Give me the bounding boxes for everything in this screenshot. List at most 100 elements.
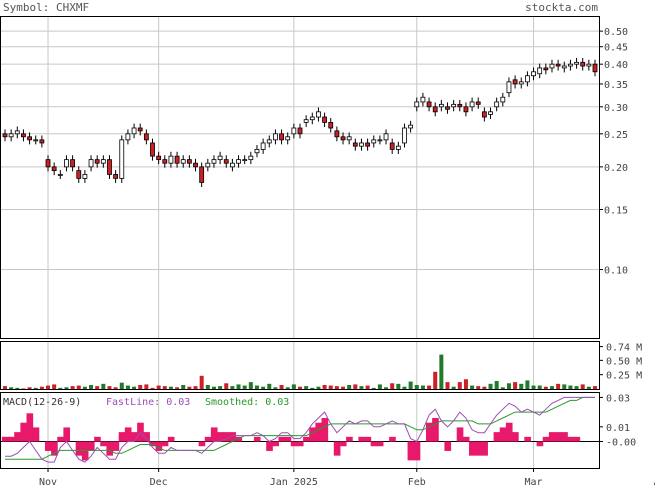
volume-bar (408, 381, 413, 389)
macd-histogram-bar (567, 436, 574, 442)
volume-bar (58, 387, 63, 389)
macd-histogram-bar (272, 441, 279, 447)
candle-body (346, 136, 352, 141)
candle-body (500, 96, 506, 103)
price-tick-label: 0.10 (604, 266, 628, 277)
macd-histogram-bar (14, 432, 21, 442)
macd-histogram-bar (339, 441, 347, 447)
month-label: Nov (39, 477, 57, 486)
macd-title: MACD(12-26-9) (3, 397, 82, 408)
candle-body (113, 174, 119, 179)
candle-body (186, 159, 192, 164)
volume-bar (414, 384, 419, 389)
macd-histogram-bar (548, 432, 556, 442)
candle-body (27, 136, 32, 141)
macd-histogram-bar (444, 441, 452, 451)
candle-body (438, 103, 444, 108)
volume-bar (187, 386, 192, 389)
candle-body (549, 63, 555, 69)
macd-histogram-bar (51, 441, 58, 456)
macd-histogram-bar (63, 427, 71, 442)
candle-body (445, 106, 450, 110)
macd-histogram-bar (167, 436, 175, 442)
macd-histogram-bar (321, 418, 329, 442)
volume-bar (586, 386, 591, 389)
volume-bar (261, 386, 266, 389)
candle-body (555, 63, 561, 67)
candle-body (334, 130, 340, 138)
volume-bar (132, 386, 137, 389)
volume-bar (457, 382, 462, 389)
macd-histogram-bar (26, 413, 34, 442)
candle-body (131, 127, 137, 135)
candle-body (543, 67, 549, 71)
candle-body (33, 139, 39, 142)
macd-histogram-bar (536, 441, 544, 447)
volume-bar (562, 384, 567, 389)
macd-histogram-bar (499, 427, 507, 442)
candle-body (340, 136, 346, 141)
volume-bar (519, 383, 524, 389)
volume-bar (334, 386, 339, 389)
candle-body (389, 142, 395, 150)
volume-bar (52, 384, 57, 389)
volume-bar (33, 387, 38, 389)
month-label: Mar (525, 477, 543, 486)
volume-bar (162, 386, 167, 389)
volume-panel (0, 341, 600, 390)
candle-body (524, 75, 530, 83)
candle-body (574, 61, 579, 65)
macd-tick-label: -0.00 (606, 438, 636, 449)
candle-body (279, 133, 284, 141)
candle-body (100, 159, 106, 164)
volume-bar (150, 387, 155, 389)
macd-histogram-bar (229, 432, 236, 442)
volume-bar (76, 385, 81, 389)
volume-tick-label: 0.25 M (606, 371, 642, 382)
candle-body (537, 67, 543, 75)
volume-bar (230, 386, 235, 389)
macd-histogram-bar (137, 422, 144, 442)
candle-body (303, 119, 309, 123)
volume-bar (482, 386, 487, 389)
volume-bar (291, 384, 296, 389)
volume-bar (433, 371, 438, 389)
volume-bar (377, 384, 382, 389)
volume-bar (254, 385, 259, 389)
candle-body (426, 101, 432, 108)
macd-histogram-bar (364, 436, 372, 442)
candle-body (266, 139, 272, 144)
candle-body (414, 101, 420, 108)
volume-bar (156, 385, 161, 389)
macd-histogram-bar (561, 432, 568, 442)
volume-bar (543, 386, 548, 389)
macd-histogram-bar (505, 422, 513, 442)
volume-bar (95, 386, 100, 389)
candle-body (137, 127, 143, 132)
candle-body (143, 133, 149, 141)
volume-bar (316, 386, 321, 389)
volume-bar (205, 384, 210, 389)
candle-body (51, 166, 57, 172)
macd-histogram-bar (370, 441, 378, 447)
candle-body (229, 162, 235, 168)
volume-bar (580, 384, 585, 389)
macd-histogram-bar (309, 427, 316, 442)
candle-body (371, 139, 377, 144)
candle-body (223, 159, 229, 164)
volume-bar (304, 386, 309, 389)
macd-histogram-bar (524, 436, 531, 442)
candle-body (352, 142, 358, 147)
volume-tick-label: 0.50 M (606, 356, 642, 367)
volume-bar (15, 387, 20, 389)
macd-tick-label: 0.01 (606, 423, 630, 434)
candle-body (580, 61, 586, 67)
volume-bar (101, 383, 106, 389)
candle-body (408, 124, 414, 129)
candle-body (8, 133, 14, 138)
candle-body (174, 155, 180, 164)
volume-bar (3, 386, 7, 389)
macd-histogram-bar (155, 441, 163, 451)
macd-histogram-bar (235, 436, 243, 442)
